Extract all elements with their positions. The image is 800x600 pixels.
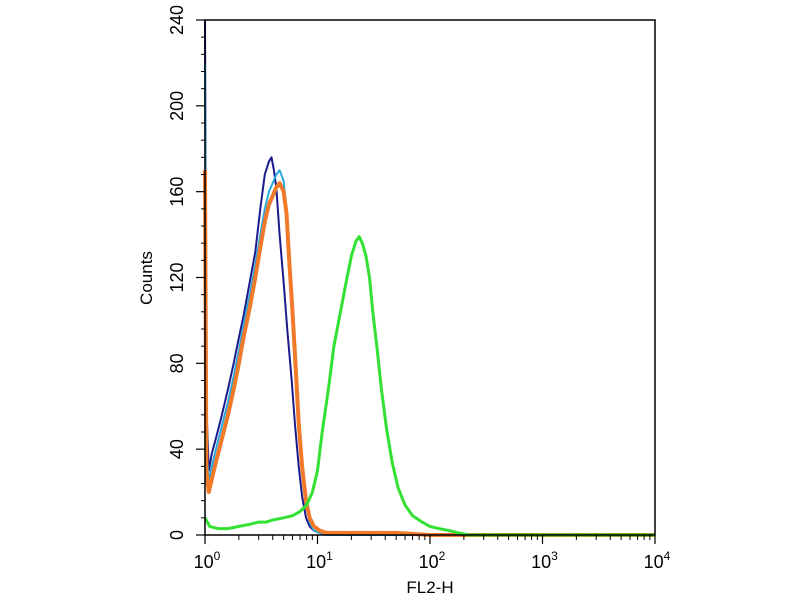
y-tick-label: 120 [167, 262, 187, 292]
x-tick-label: 100 [194, 549, 221, 572]
y-tick-label: 200 [167, 91, 187, 121]
y-tick-label: 40 [167, 439, 187, 459]
y-axis-title: Counts [137, 251, 156, 305]
plot-frame [204, 19, 656, 536]
y-tick-label: 80 [167, 353, 187, 373]
x-tick-label: 102 [419, 549, 446, 572]
series-line-1 [204, 19, 655, 536]
y-tick-label: 240 [167, 5, 187, 35]
y-tick-label: 0 [167, 530, 187, 540]
x-axis: 100 101 102 103 104 [194, 535, 671, 572]
y-axis: 0 40 80 120 160 200 240 [167, 5, 205, 540]
x-axis-title: FL2-H [406, 578, 453, 597]
x-tick-label: 101 [306, 549, 333, 572]
series-line-2 [204, 62, 655, 536]
x-tick-label: 104 [644, 549, 671, 572]
x-tick-label: 103 [531, 549, 558, 572]
plot-area [203, 19, 656, 537]
series-line-3 [203, 170, 655, 537]
series-line-4 [203, 235, 655, 537]
series-layer [203, 19, 655, 537]
y-tick-label: 160 [167, 177, 187, 207]
